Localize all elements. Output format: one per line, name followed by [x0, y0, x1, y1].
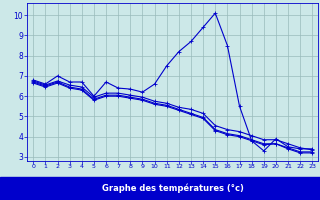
Text: Graphe des températures (°c): Graphe des températures (°c)	[102, 184, 244, 193]
